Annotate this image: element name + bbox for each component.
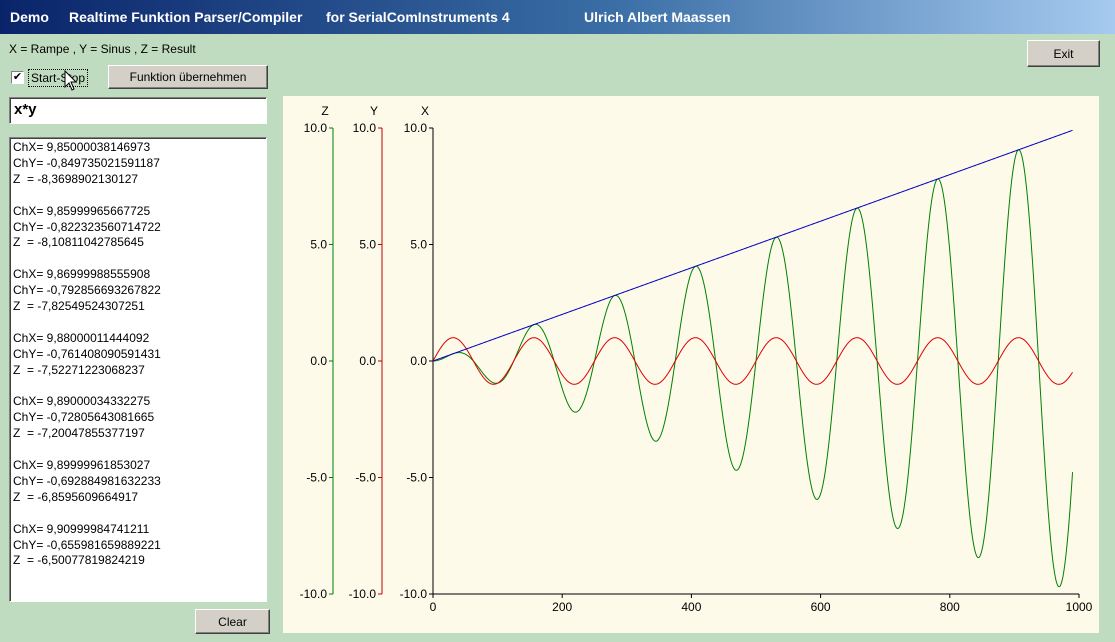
axis-z-tick-label: 5.0 [310,238,327,252]
log-entry: ChX= 9,86999988555908 ChY= -0,79285669326… [13,267,263,315]
axis-y-tick-label: 5.0 [359,238,376,252]
x-axis-tick-label: 800 [940,600,960,614]
title-demo: Demo [10,9,49,25]
axis-x-tick-label: 5.0 [410,238,427,252]
axis-y-tick-label: 10.0 [353,121,377,135]
axis-x-tick-label: 10.0 [404,121,428,135]
log-line: ChX= 9,86999988555908 [13,267,151,282]
start-stop-label[interactable]: Start-Stop [27,69,89,87]
log-line: Z = -7,52271223068237 [13,362,145,377]
axis-y-name: Y [370,104,378,118]
axis-x-tick-label: -10.0 [400,587,428,601]
log-line: ChY= -0,72805643081665 [13,410,155,425]
line-chart: Z 10.0 5.0 0.0 -5.0 -10.0 Y 10.0 5.0 0.0 -5.0 -10.0… [300,104,1093,614]
x-axis-tick-label: 0 [430,600,437,614]
series-y-line [432,337,1073,385]
log-line: ChX= 9,85999965667725 [13,203,151,218]
log-entry: ChX= 9,85999965667725 ChY= -0,82232356071… [13,204,263,252]
title-bar: Demo Realtime Funktion Parser/Compiler f… [0,0,1115,34]
log-line: ChY= -0,792856693267822 [13,283,161,298]
axis-z-tick-label: -10.0 [300,587,328,601]
title-author: Ulrich Albert Maassen [584,9,731,25]
channel-legend-text: X = Rampe , Y = Sinus , Z = Result [9,42,196,56]
series-z-line [432,149,1074,588]
axis-y-tick-label: -5.0 [355,471,376,485]
log-line: ChX= 9,90999984741211 [13,521,150,536]
log-entry: ChX= 9,90999984741211 ChY= -0,65598165988… [13,522,263,570]
log-entry: ChX= 9,89999961853027 ChY= -0,69288498163… [13,458,263,506]
start-stop-checkbox[interactable]: ✔ [11,71,24,84]
axis-y-tick-label: -10.0 [349,587,377,601]
series-x-line [432,129,1073,362]
log-line: ChY= -0,692884981632233 [13,473,161,488]
title-app: Realtime Funktion Parser/Compiler [69,9,303,25]
x-axis-tick-label: 1000 [1066,600,1093,614]
log-line: ChY= -0,761408090591431 [13,346,161,361]
exit-button[interactable]: Exit [1027,40,1100,67]
axis-x-name: X [421,104,429,118]
log-line: ChX= 9,89000034332275 [13,394,151,409]
log-entry: ChX= 9,89000034332275 ChY= -0,72805643081… [13,394,263,442]
log-line: Z = -8,3698902130127 [13,171,139,186]
log-line: Z = -6,50077819824219 [13,553,145,568]
axis-x-tick-label: 0.0 [410,354,427,368]
title-subtitle: for SerialComInstruments 4 [326,9,510,25]
log-line: Z = -7,82549524307251 [13,299,145,314]
value-log-entries: ChX= 9,85000038146973 ChY= -0,84973502159… [13,140,263,569]
log-line: ChX= 9,85000038146973 [13,140,151,154]
axis-y-tick-label: 0.0 [359,354,376,368]
log-line: ChY= -0,849735021591187 [13,155,160,170]
log-entry: ChX= 9,85000038146973 ChY= -0,84973502159… [13,140,263,188]
log-line: ChX= 9,89999961853027 [13,458,151,473]
log-line: ChY= -0,822323560714722 [13,219,161,234]
axis-z-name: Z [321,104,328,118]
chart-panel: Z 10.0 5.0 0.0 -5.0 -10.0 Y 10.0 5.0 0.0 -5.0 -10.0… [283,96,1099,633]
log-entry: ChX= 9,88000011444092 ChY= -0,76140809059… [13,331,263,379]
clear-button[interactable]: Clear [195,609,270,634]
axis-z-tick-label: -5.0 [306,471,327,485]
mouse-pointer-icon [64,70,78,91]
x-axis-tick-label: 400 [681,600,701,614]
axis-z-tick-label: 0.0 [310,354,327,368]
log-line: Z = -8,10811042785645 [13,235,144,250]
log-line: Z = -6,8595609664917 [13,489,139,504]
axis-x-tick-label: -5.0 [406,471,427,485]
apply-function-button[interactable]: Funktion übernehmen [108,65,268,89]
log-line: ChY= -0,655981659889221 [13,537,161,552]
x-axis-tick-label: 200 [552,600,572,614]
log-line: ChX= 9,88000011444092 [13,330,150,345]
axis-z-tick-label: 10.0 [304,121,328,135]
x-axis-tick-label: 600 [811,600,831,614]
value-log-list[interactable]: ChX= 9,85000038146973 ChY= -0,84973502159… [9,137,267,602]
formula-input[interactable]: x*y [9,97,267,124]
log-line: Z = -7,20047855377197 [13,426,145,441]
